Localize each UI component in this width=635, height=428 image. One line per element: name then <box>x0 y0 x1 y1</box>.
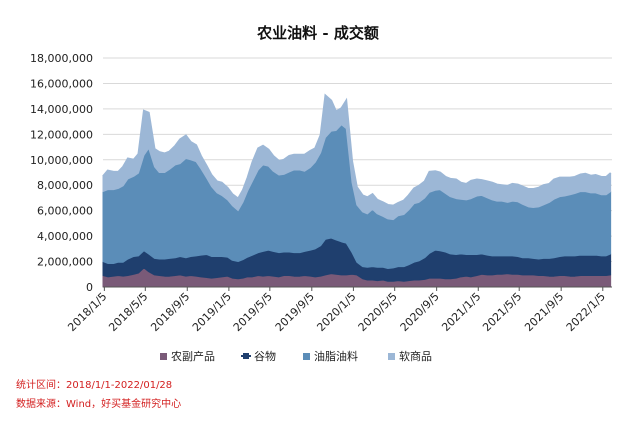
legend-label: 农副产品 <box>171 349 215 363</box>
y-tick-label: 10,000,000 <box>30 154 93 167</box>
x-tick-label: 2021/1/5 <box>439 290 483 334</box>
chart-title: 农业油料 - 成交额 <box>256 24 379 42</box>
legend-swatch <box>303 353 310 360</box>
y-tick-label: 14,000,000 <box>30 103 93 116</box>
data-source-note: 数据来源：Wind，好买基金研究中心 <box>16 399 182 410</box>
area-layers <box>102 93 612 288</box>
legend-marker <box>243 353 249 359</box>
x-tick-label: 2019/5/5 <box>231 290 275 334</box>
series-top-line <box>102 93 612 207</box>
x-tick-label: 2018/9/5 <box>148 290 192 334</box>
legend-swatch <box>388 353 395 360</box>
x-tick-label: 2020/5/5 <box>356 290 400 334</box>
x-tick-label: 2021/5/5 <box>480 290 524 334</box>
x-tick-label: 2018/1/5 <box>65 290 109 334</box>
x-tick-label: 2022/1/5 <box>564 290 608 334</box>
legend-swatch <box>160 353 167 360</box>
legend-label: 油脂油料 <box>314 349 358 363</box>
legend: 农副产品 谷物 油脂油料 软商品 <box>160 349 432 363</box>
y-tick-label: 12,000,000 <box>30 128 93 141</box>
y-tick-label: 4,000,000 <box>37 230 93 243</box>
legend-label: 软商品 <box>399 349 432 363</box>
legend-label: 谷物 <box>254 349 276 363</box>
x-tick-label: 2018/5/5 <box>106 290 150 334</box>
y-tick-label: 2,000,000 <box>37 256 93 269</box>
y-tick-label: 0 <box>86 281 93 294</box>
stat-period-note: 统计区间：2018/1/1-2022/01/28 <box>16 380 173 391</box>
x-tick-label: 2019/1/5 <box>190 290 234 334</box>
x-axis: 2018/1/52018/5/52018/9/52019/1/52019/5/5… <box>65 286 612 334</box>
x-tick-label: 2020/1/5 <box>314 290 358 334</box>
y-tick-label: 8,000,000 <box>37 179 93 192</box>
x-tick-label: 2020/9/5 <box>398 290 442 334</box>
x-tick-label: 2019/9/5 <box>273 290 317 334</box>
legend-item: 油脂油料 <box>303 349 358 363</box>
y-tick-label: 16,000,000 <box>30 77 93 90</box>
legend-item: 谷物 <box>241 349 276 363</box>
y-tick-label: 18,000,000 <box>30 52 93 65</box>
x-tick-label: 2021/9/5 <box>522 290 566 334</box>
legend-item: 软商品 <box>388 349 432 363</box>
y-tick-label: 6,000,000 <box>37 205 93 218</box>
y-axis: 0 2,000,000 4,000,000 6,000,000 8,000,000 10,… <box>30 52 93 294</box>
legend-item: 农副产品 <box>160 349 215 363</box>
